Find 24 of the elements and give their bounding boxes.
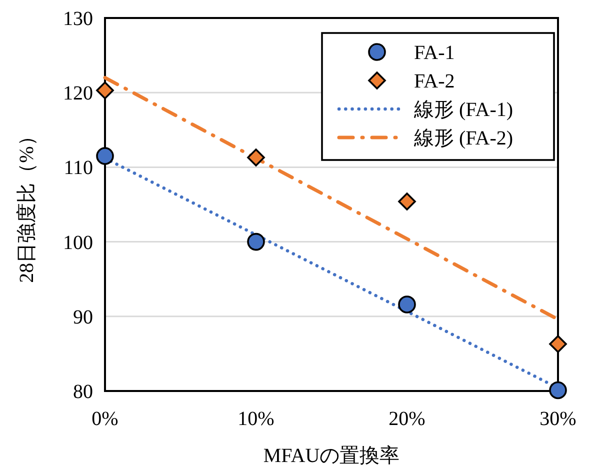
y-tick-label: 100 — [63, 232, 93, 254]
legend-label: 線形 (FA-1) — [413, 99, 514, 121]
point — [549, 335, 567, 353]
point — [549, 381, 567, 400]
y-axis-title: 28日強度比（%） — [16, 126, 38, 283]
point — [247, 148, 265, 166]
y-tick-label: 120 — [63, 82, 93, 105]
point — [398, 192, 416, 210]
point — [247, 232, 265, 251]
y-tick-label: 110 — [64, 157, 93, 180]
x-tick-label: 30% — [540, 408, 576, 430]
x-tick-label: 20% — [388, 408, 426, 430]
legend-label: 線形 (FA-2) — [413, 128, 514, 150]
y-tick-label: 90 — [73, 306, 93, 328]
legend-label: FA-2 — [414, 70, 455, 92]
x-tick-label: 0% — [92, 408, 118, 430]
point — [398, 296, 416, 314]
point — [96, 147, 114, 165]
y-tick-label: 80 — [73, 381, 93, 403]
x-tick-label: 10% — [238, 408, 274, 430]
legend-label: FA-1 — [414, 42, 455, 64]
point — [96, 81, 114, 100]
y-tick-label: 130 — [63, 8, 93, 30]
x-axis-title: MFAUの置換率 — [263, 445, 400, 467]
